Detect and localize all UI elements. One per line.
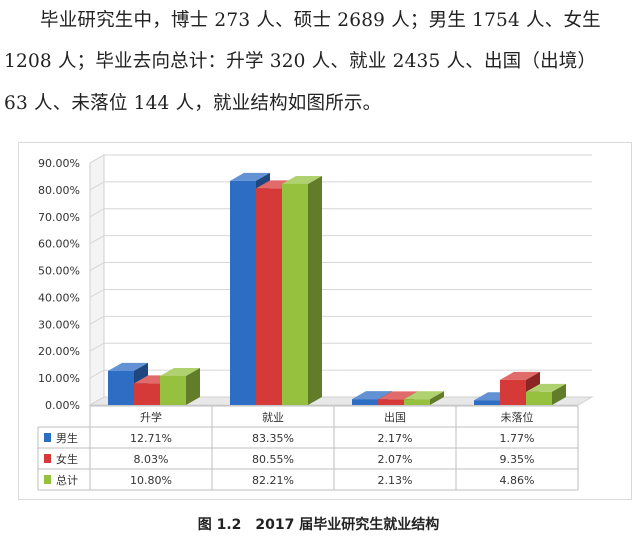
gridline: [89, 181, 592, 191]
bar-top: [282, 175, 322, 184]
gridline: [89, 154, 592, 164]
data-label: 8.03%: [134, 453, 169, 466]
gridline: [89, 342, 592, 352]
x-category-label: 就业: [262, 410, 284, 424]
bar-top: [404, 391, 444, 400]
bar-front: [160, 375, 186, 405]
bar-top: [108, 362, 148, 371]
legend-swatch: [44, 433, 51, 442]
legend-swatch: [44, 454, 51, 463]
data-label: 12.71%: [130, 432, 172, 445]
bar-top: [526, 383, 566, 392]
bar-front: [230, 180, 256, 405]
bar-side: [552, 383, 566, 405]
chart-frame: [18, 142, 632, 500]
bar-top: [352, 391, 392, 400]
data-label: 2.13%: [378, 474, 413, 487]
bar-front: [474, 400, 500, 405]
figure-caption: 图 1.2 2017 届毕业研究生就业结构: [197, 517, 440, 533]
gridline: [89, 288, 592, 298]
bar-top: [378, 391, 418, 400]
bar-front: [500, 379, 526, 405]
data-label: 80.55%: [252, 453, 294, 466]
y-tick-label: 40.00%: [38, 291, 80, 304]
y-tick-label: 30.00%: [38, 318, 80, 331]
data-label: 2.07%: [378, 453, 413, 466]
legend-label: 总计: [56, 473, 78, 487]
bar-front: [404, 399, 430, 405]
bar-front: [108, 370, 134, 405]
bar-front: [256, 188, 282, 405]
legend-label: 女生: [56, 452, 78, 466]
y-tick-label: 50.00%: [38, 265, 80, 278]
data-label: 9.35%: [500, 453, 535, 466]
gridline: [89, 262, 592, 271]
bar: [404, 391, 444, 405]
x-category-label: 升学: [140, 410, 162, 424]
data-label: 82.21%: [252, 474, 294, 487]
bar: [160, 367, 200, 405]
data-label: 2.17%: [378, 432, 413, 445]
bar-front: [134, 383, 160, 405]
data-label: 10.80%: [130, 474, 172, 487]
bar-top: [160, 367, 200, 376]
y-tick-label: 90.00%: [38, 157, 80, 170]
gridline: [89, 315, 592, 325]
intro-line-1: 毕业研究生中，博士 273 人、硕士 2689 人；男生 1754 人、女生: [40, 10, 601, 31]
y-tick-label: 60.00%: [38, 238, 80, 251]
data-label: 1.77%: [500, 432, 535, 445]
legend-swatch: [44, 475, 51, 484]
gridline: [89, 208, 592, 218]
bar-top: [500, 371, 540, 380]
legend-label: 男生: [56, 431, 78, 445]
y-tick-label: 80.00%: [38, 184, 80, 197]
bar-side: [308, 175, 322, 405]
bar: [282, 175, 322, 405]
y-tick-label: 0.00%: [45, 399, 80, 412]
bar-top: [230, 172, 270, 181]
data-label: 83.35%: [252, 432, 294, 445]
bar-front: [282, 183, 308, 405]
bar-front: [352, 399, 378, 405]
bar-front: [378, 399, 404, 405]
bar-side: [186, 367, 200, 405]
intro-line-3: 63 人、未落位 144 人，就业结构如图所示。: [4, 93, 382, 114]
x-category-label: 未落位: [501, 410, 534, 424]
bar-front: [526, 391, 552, 405]
gridline: [89, 235, 592, 245]
chart-side-wall: [89, 154, 105, 406]
gridline: [89, 369, 592, 379]
x-category-label: 出国: [384, 410, 406, 424]
y-tick-label: 10.00%: [38, 372, 80, 385]
bar-side: [430, 391, 444, 405]
data-label: 4.86%: [500, 474, 535, 487]
bar: [526, 383, 566, 405]
y-tick-label: 70.00%: [38, 211, 80, 224]
y-tick-label: 20.00%: [38, 345, 80, 358]
intro-line-2: 1208 人；毕业去向总计：升学 320 人、就业 2435 人、出国（出境）: [4, 51, 597, 72]
